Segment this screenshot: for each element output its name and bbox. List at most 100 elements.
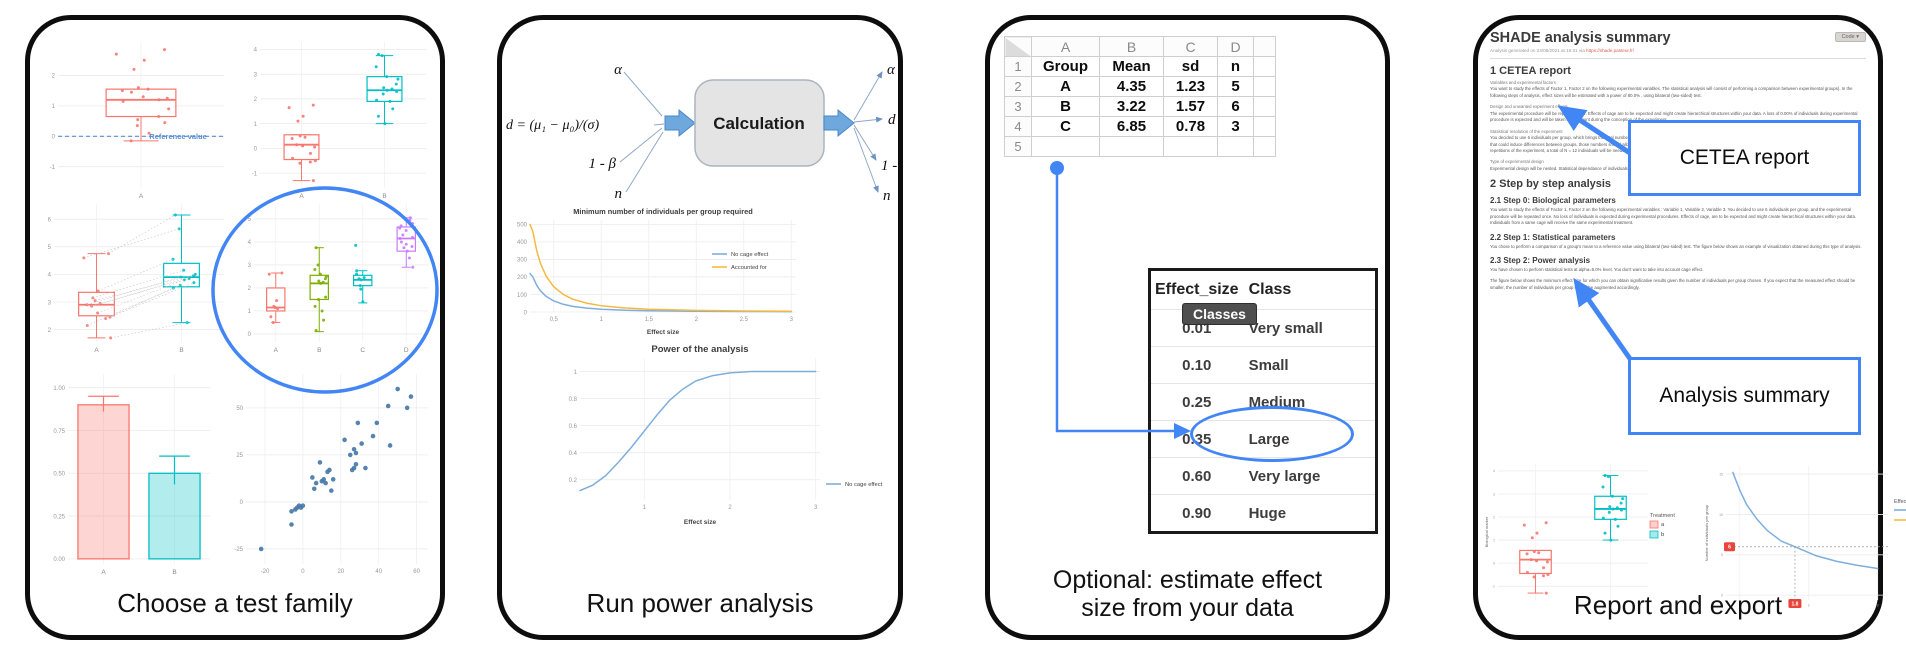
svg-text:3: 3: [1877, 604, 1879, 608]
svg-text:20: 20: [337, 569, 344, 575]
boxplot-paired: 2 3 4 5 6 A B: [48, 204, 224, 354]
sheet-cell[interactable]: C: [1031, 116, 1100, 137]
svg-text:1: 1: [600, 317, 604, 323]
report-section-heading: 2 Step by step analysis: [1490, 178, 1612, 191]
svg-text:50: 50: [236, 406, 243, 412]
sheet-row-header[interactable]: 5: [1004, 136, 1032, 157]
report-subtitle: Analysis generated on 23/08/2021 at 16:3…: [1490, 48, 1635, 53]
sheet-corner: [1004, 36, 1032, 57]
sheet-cell[interactable]: Mean: [1099, 56, 1164, 77]
svg-text:0.75: 0.75: [53, 429, 65, 435]
svg-text:-1: -1: [1492, 584, 1495, 588]
scatter-correlation: -25 0 25 50 -20 0 20 40 60: [234, 374, 428, 575]
svg-text:1: 1: [574, 370, 578, 376]
input-arrow-icon: [664, 108, 696, 138]
sheet-cell[interactable]: sd: [1163, 56, 1218, 77]
svg-text:25: 25: [236, 453, 243, 459]
svg-text:1.5: 1.5: [645, 317, 654, 323]
sheet-row: 1 Group Mean sd n: [1004, 56, 1276, 77]
code-button[interactable]: Code ▾: [1834, 32, 1866, 42]
svg-text:A: A: [139, 193, 144, 200]
svg-text:2: 2: [254, 97, 258, 103]
calculation-box-label: Calculation: [713, 114, 805, 133]
effect-size-row: 0.60 Very large: [1151, 457, 1375, 494]
report-figures: -1 0 1 2 3 4 Biological marker Treatment a b 0 5 10…: [1482, 458, 1906, 614]
report-power-figure: 0 5 10 15 1 2 3 Number of individuals per group…: [1704, 466, 1906, 608]
svg-text:1: 1: [1493, 538, 1495, 542]
svg-text:No cage effect: No cage effect: [845, 482, 883, 488]
svg-text:5: 5: [1721, 553, 1723, 557]
sheet-cell[interactable]: 6.85: [1099, 116, 1164, 137]
sheet-cell[interactable]: 3.22: [1099, 96, 1164, 117]
report-section-heading: 2.1 Step 0: Biological parameters: [1490, 196, 1616, 206]
svg-text:40: 40: [375, 569, 382, 575]
selection-ellipse: [211, 186, 439, 394]
svg-text:Number of individuals per grou: Number of individuals per group: [1704, 504, 1709, 561]
sheet-cell[interactable]: 3: [1217, 116, 1254, 137]
svg-text:1: 1: [254, 122, 258, 128]
report-paragraph: The figure below shows the minimum effec…: [1490, 278, 1856, 290]
svg-text:2: 2: [1808, 604, 1810, 608]
svg-text:Treatment: Treatment: [1650, 513, 1675, 519]
svg-text:0: 0: [1721, 593, 1723, 597]
svg-text:-1: -1: [50, 165, 56, 171]
report-link[interactable]: https://shade.pasteur.fr/: [1586, 48, 1635, 53]
sheet-cell[interactable]: A: [1031, 76, 1100, 97]
svg-text:15: 15: [1719, 472, 1723, 476]
report-section-heading: 1 CETEA report: [1490, 65, 1571, 77]
sheet-cell[interactable]: Group: [1031, 56, 1100, 77]
sheet-cell[interactable]: 6: [1217, 96, 1254, 117]
sheet-col-header[interactable]: B: [1099, 36, 1164, 57]
svg-text:10: 10: [1719, 513, 1723, 517]
svg-text:Accounted for: Accounted for: [731, 265, 767, 271]
sheet-cell[interactable]: [1253, 136, 1276, 157]
sheet-cell[interactable]: [1253, 56, 1276, 77]
sheet-cell[interactable]: 0.78: [1163, 116, 1218, 137]
sheet-col-header[interactable]: A: [1031, 36, 1100, 57]
output-d-label: d: [888, 112, 896, 128]
sheet-cell[interactable]: [1253, 116, 1276, 137]
sheet-col-header[interactable]: [1253, 36, 1276, 57]
svg-text:2: 2: [48, 328, 52, 334]
sheet-cell[interactable]: [1253, 76, 1276, 97]
panel1-caption: Choose a test family: [117, 588, 353, 619]
sheet-row-header[interactable]: 1: [1004, 56, 1032, 77]
sheet-cell[interactable]: B: [1031, 96, 1100, 117]
sheet-cell[interactable]: [1217, 136, 1254, 157]
sheet-cell[interactable]: [1253, 96, 1276, 117]
panel2-caption: Run power analysis: [586, 588, 814, 619]
input-n-label: n: [615, 186, 623, 202]
svg-text:B: B: [172, 569, 176, 576]
sheet-cell[interactable]: n: [1217, 56, 1254, 77]
svg-text:No cage effect: No cage effect: [731, 252, 769, 258]
svg-text:4: 4: [254, 48, 258, 54]
svg-text:B: B: [382, 193, 386, 200]
sheet-row: 3 B 3.22 1.57 6: [1004, 96, 1276, 117]
svg-text:2: 2: [248, 286, 252, 292]
svg-text:400: 400: [517, 240, 528, 246]
class-header: Class: [1248, 281, 1292, 298]
svg-text:5: 5: [248, 217, 252, 223]
svg-text:4: 4: [1493, 469, 1495, 473]
sheet-col-header[interactable]: D: [1217, 36, 1254, 57]
sheet-cell[interactable]: [1099, 136, 1164, 157]
sheet-cell[interactable]: [1163, 136, 1218, 157]
sheet-cell[interactable]: [1031, 136, 1100, 157]
sheet-row-header[interactable]: 2: [1004, 76, 1032, 97]
report-paragraph: You chose to perform a comparison of a g…: [1490, 243, 1862, 249]
sheet-row-header[interactable]: 4: [1004, 116, 1032, 137]
sheet-cell[interactable]: 1.23: [1163, 76, 1218, 97]
sheet-col-header[interactable]: C: [1163, 36, 1218, 57]
sheet-cell[interactable]: 4.35: [1099, 76, 1164, 97]
output-arrow-icon: [823, 108, 855, 138]
sheet-cell[interactable]: 1.57: [1163, 96, 1218, 117]
sheet-row-header[interactable]: 3: [1004, 96, 1032, 117]
svg-text:3: 3: [814, 505, 818, 511]
svg-text:3: 3: [48, 300, 52, 306]
effect-size-row: 0.10 Small: [1151, 346, 1375, 383]
sheet-cell[interactable]: 5: [1217, 76, 1254, 97]
classes-tooltip: Classes: [1182, 303, 1257, 325]
svg-text:1.00: 1.00: [53, 386, 65, 392]
svg-text:0: 0: [52, 135, 56, 141]
output-alpha-label: α: [887, 62, 896, 78]
